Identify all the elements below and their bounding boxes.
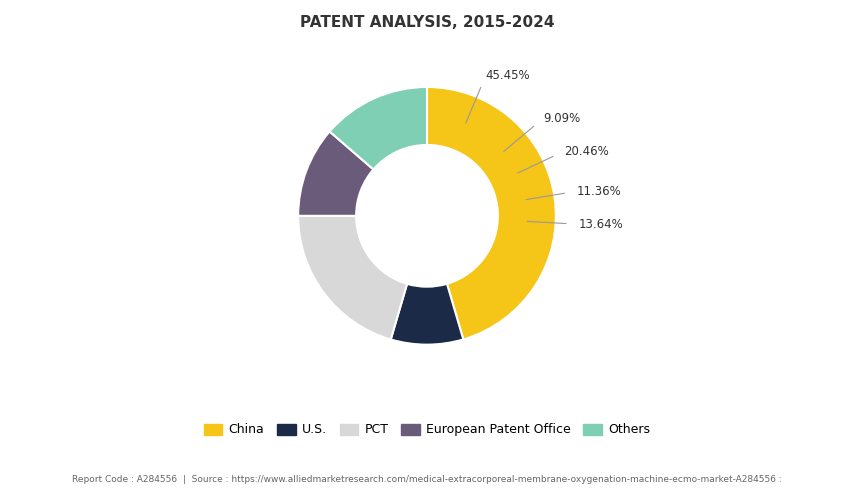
- Text: 13.64%: 13.64%: [578, 218, 623, 231]
- Wedge shape: [298, 216, 407, 339]
- Wedge shape: [391, 284, 463, 345]
- Wedge shape: [329, 87, 426, 169]
- Title: PATENT ANALYSIS, 2015-2024: PATENT ANALYSIS, 2015-2024: [299, 15, 554, 30]
- Text: Report Code : A284556  |  Source : https://www.alliedmarketresearch.com/medical-: Report Code : A284556 | Source : https:/…: [72, 475, 781, 484]
- Text: 11.36%: 11.36%: [577, 185, 621, 198]
- Text: 9.09%: 9.09%: [543, 112, 580, 124]
- Legend: China, U.S., PCT, European Patent Office, Others: China, U.S., PCT, European Patent Office…: [199, 418, 654, 442]
- Text: 45.45%: 45.45%: [485, 69, 530, 82]
- Wedge shape: [298, 131, 373, 216]
- Wedge shape: [426, 87, 555, 339]
- Text: 20.46%: 20.46%: [564, 145, 608, 158]
